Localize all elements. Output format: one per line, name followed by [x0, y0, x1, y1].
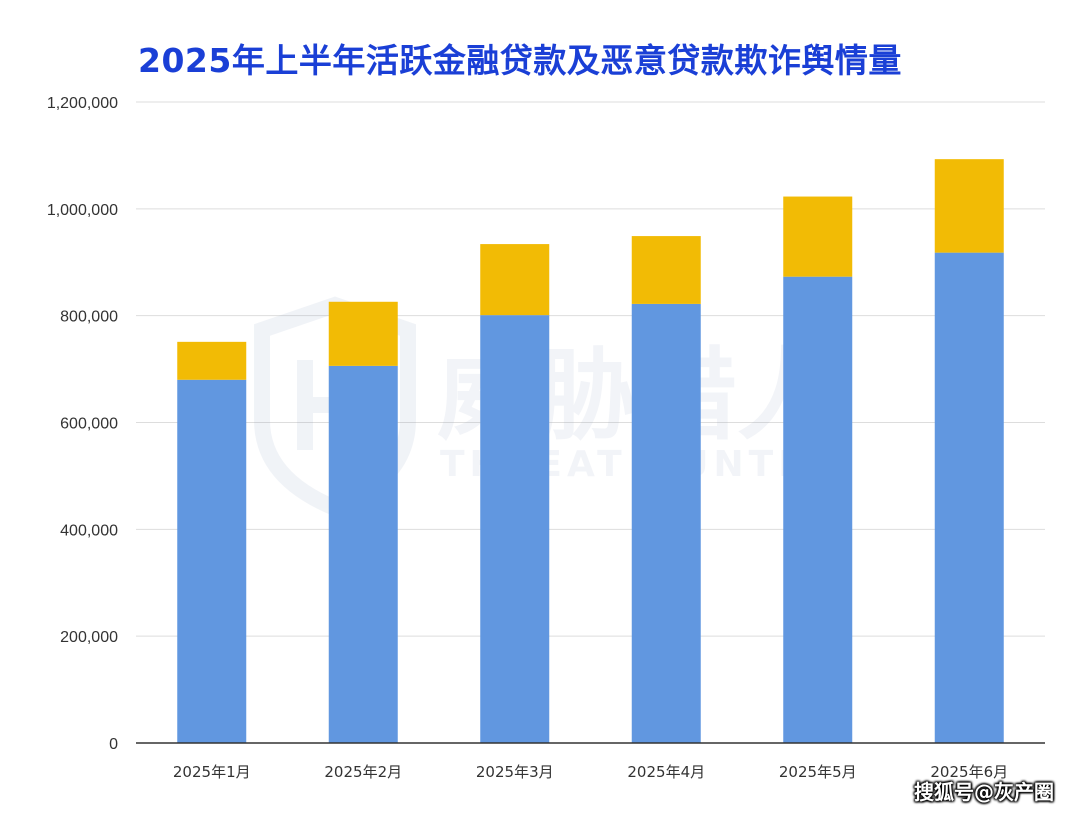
x-category-label: 2025年6月: [930, 763, 1008, 781]
bar-segment-top: [631, 236, 701, 304]
y-tick-label: 600,000: [60, 416, 118, 433]
source-credit: 搜狐号@灰产圈: [914, 780, 1054, 804]
x-axis-category-labels: 2025年1月 2025年2月 2025年3月 2025年4月 2025年5月 2025年…: [173, 763, 1008, 781]
y-tick-label: 800,000: [60, 309, 118, 326]
bar-segment-bottom: [177, 379, 247, 743]
y-tick-label: 0: [109, 736, 118, 753]
bar-segment-top: [328, 301, 398, 366]
bar-segment-bottom: [783, 276, 853, 743]
bar-segment-top: [934, 159, 1004, 253]
gridlines: [136, 101, 1045, 637]
x-category-label: 2025年2月: [324, 763, 402, 781]
bar-segment-top: [783, 196, 853, 277]
bar-segment-bottom: [480, 315, 550, 743]
bar-segment-bottom: [934, 252, 1004, 743]
x-category-label: 2025年3月: [476, 763, 554, 781]
y-tick-label: 1,000,000: [47, 202, 118, 219]
y-tick-label: 1,200,000: [47, 95, 118, 112]
bars: [177, 159, 1004, 743]
x-category-label: 2025年5月: [779, 763, 857, 781]
y-tick-label: 200,000: [60, 629, 118, 646]
bar-segment-bottom: [328, 365, 398, 743]
y-axis-tick-labels: 0 200,000 400,000 600,000 800,000 1,000,000 1,…: [47, 95, 118, 753]
chart-title: 2025年上半年活跃金融贷款及恶意贷款欺诈舆情量: [138, 41, 902, 80]
bar-segment-top: [177, 341, 247, 380]
y-tick-label: 400,000: [60, 522, 118, 539]
bar-segment-bottom: [631, 303, 701, 743]
x-category-label: 2025年4月: [627, 763, 705, 781]
x-category-label: 2025年1月: [173, 763, 251, 781]
bar-segment-top: [480, 244, 550, 316]
